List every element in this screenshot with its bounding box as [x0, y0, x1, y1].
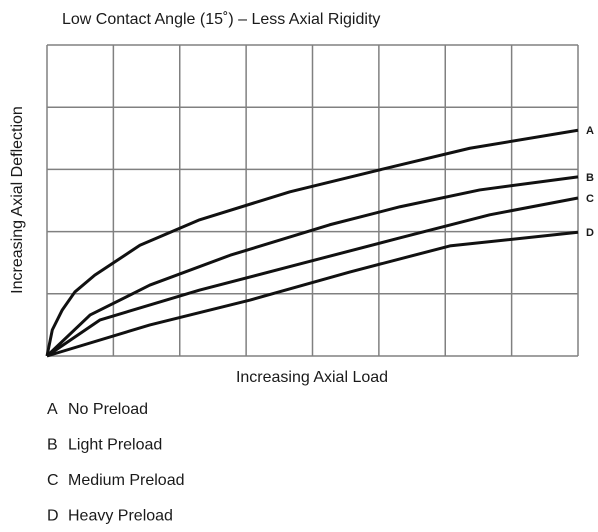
line-series: [46, 230, 579, 358]
legend-key: C: [47, 472, 59, 489]
line-end-label: A: [586, 125, 594, 137]
legend-key: B: [47, 437, 58, 454]
legend-label: No Preload: [68, 401, 148, 418]
y-axis-label: Increasing Axial Deflection: [9, 106, 26, 294]
line-end-label: B: [586, 172, 594, 184]
legend-key: A: [47, 401, 58, 418]
line-end-label: D: [586, 227, 594, 239]
chart-title: Low Contact Angle (15˚) – Less Axial Rig…: [62, 11, 380, 28]
legend-label: Heavy Preload: [68, 508, 173, 525]
line-end-label: C: [586, 193, 594, 205]
legend-label: Light Preload: [68, 437, 162, 454]
x-axis-label: Increasing Axial Load: [236, 369, 388, 386]
legend-key: D: [47, 508, 59, 525]
line-series: [45, 175, 579, 358]
legend-label: Medium Preload: [68, 472, 185, 489]
line-series: [46, 196, 579, 358]
line-series: [45, 128, 579, 357]
